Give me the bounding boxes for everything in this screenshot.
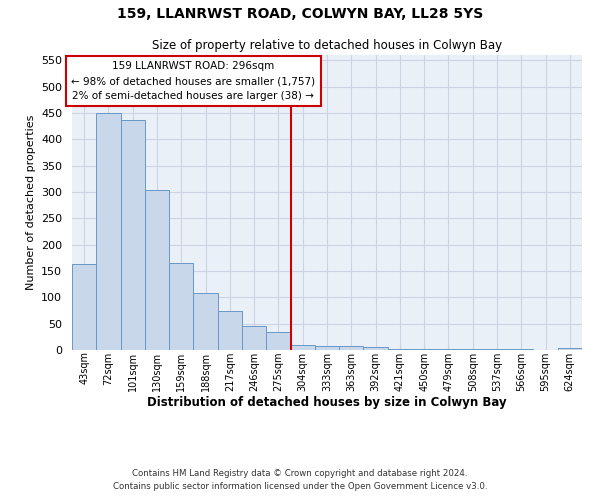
Bar [558,348,582,350]
Bar [193,293,218,350]
Bar [315,346,339,350]
Bar [121,120,145,350]
Bar [364,348,388,350]
Text: 159 LLANRWST ROAD: 296sqm
← 98% of detached houses are smaller (1,757)
2% of sem: 159 LLANRWST ROAD: 296sqm ← 98% of detac… [71,62,316,101]
Bar [339,346,364,350]
Bar [242,326,266,350]
Y-axis label: Number of detached properties: Number of detached properties [26,115,35,290]
Title: Size of property relative to detached houses in Colwyn Bay: Size of property relative to detached ho… [152,40,502,52]
Bar [145,190,169,350]
Text: Contains HM Land Registry data © Crown copyright and database right 2024.
Contai: Contains HM Land Registry data © Crown c… [113,470,487,491]
Bar [169,263,193,350]
Bar [96,113,121,350]
Bar [218,311,242,350]
Text: 159, LLANRWST ROAD, COLWYN BAY, LL28 5YS: 159, LLANRWST ROAD, COLWYN BAY, LL28 5YS [117,8,483,22]
Bar [266,332,290,350]
Bar [72,264,96,350]
X-axis label: Distribution of detached houses by size in Colwyn Bay: Distribution of detached houses by size … [147,396,507,409]
Bar [290,344,315,350]
Bar [388,349,412,350]
